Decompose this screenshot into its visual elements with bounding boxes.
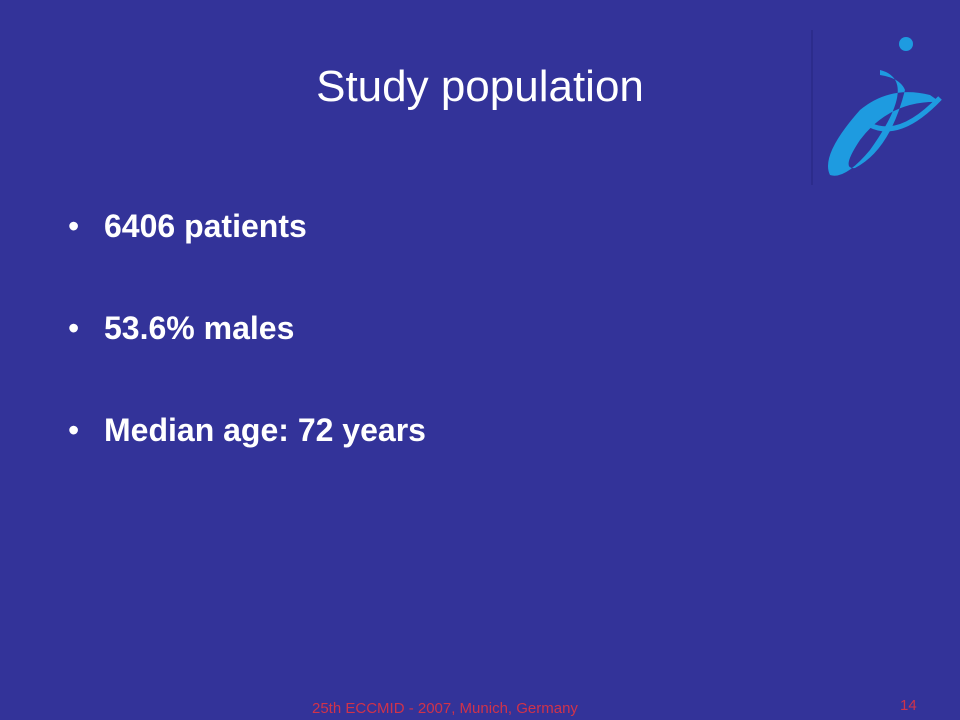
bullet: 53.6% males bbox=[68, 310, 426, 412]
bullet: 6406 patients bbox=[68, 208, 426, 310]
page-number: 14 bbox=[900, 697, 917, 714]
slide-title: Study population bbox=[316, 62, 644, 111]
logo bbox=[811, 30, 942, 185]
footer: 25th ECCMID - 2007, Munich, Germany bbox=[312, 700, 578, 717]
bullet: Median age: 72 years bbox=[68, 412, 426, 514]
bullet-list: 6406 patients 53.6% males Median age: 72… bbox=[68, 208, 426, 514]
